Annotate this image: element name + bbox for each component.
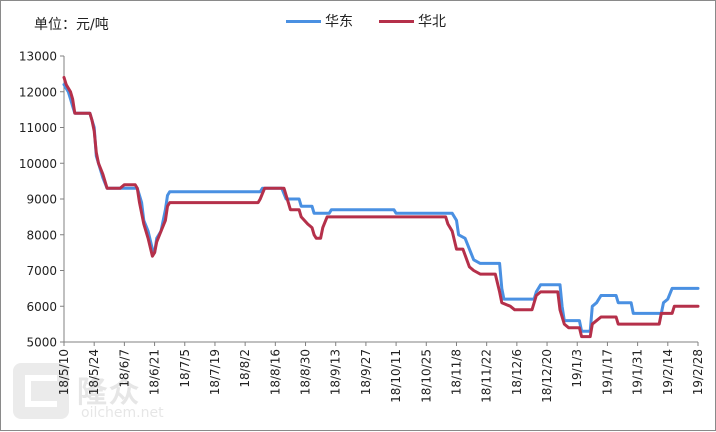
x-tick-label: 18/10/11 — [389, 349, 403, 403]
x-tick-label: 18/11/8 — [449, 349, 463, 395]
x-tick-label: 18/9/13 — [329, 349, 343, 395]
y-tick-label: 9000 — [26, 193, 57, 207]
x-tick-label: 18/6/7 — [117, 349, 131, 388]
x-tick-label: 19/1/3 — [570, 349, 584, 388]
x-tick-label: 18/12/6 — [510, 349, 524, 395]
legend-label-huadong: 华东 — [325, 14, 353, 30]
x-tick-label: 18/9/27 — [359, 349, 373, 395]
x-tick-label: 18/6/21 — [148, 349, 162, 395]
y-tick-label: 13000 — [19, 50, 57, 64]
y-tick-label: 8000 — [26, 228, 57, 242]
legend: 华东 华北 — [286, 11, 472, 31]
x-tick-label: 19/2/28 — [691, 349, 705, 395]
legend-swatch-huabei — [379, 19, 414, 23]
x-tick-label: 19/1/31 — [631, 349, 645, 395]
legend-item-huabei: 华北 — [379, 11, 446, 31]
series-line-huadong — [62, 83, 700, 333]
x-tick-label: 18/8/16 — [268, 349, 282, 395]
x-tick-label: 18/8/2 — [238, 349, 252, 388]
watermark-url: oilchem.net — [81, 405, 164, 421]
y-tick-label: 6000 — [26, 300, 57, 314]
x-tick-label: 18/12/20 — [540, 349, 554, 403]
x-tick-label: 18/7/5 — [178, 349, 192, 388]
legend-swatch-huadong — [286, 19, 321, 23]
watermark-logo-icon — [13, 363, 69, 419]
series-line-huabei — [62, 75, 700, 339]
watermark-brand: 隆众 — [77, 375, 141, 410]
unit-label: 单位：元/吨 — [34, 17, 109, 33]
legend-item-huadong: 华东 — [286, 11, 353, 31]
x-tick-label: 18/5/24 — [87, 349, 101, 395]
x-tick-label: 18/10/25 — [419, 349, 433, 403]
y-tick-label: 5000 — [26, 336, 57, 350]
y-tick-label: 10000 — [19, 157, 57, 171]
y-tick-label: 12000 — [19, 85, 57, 99]
y-tick-label: 11000 — [19, 121, 57, 135]
watermark: 隆众 oilchem.net — [13, 363, 193, 425]
x-tick-label: 19/1/17 — [600, 349, 614, 395]
y-tick-label: 7000 — [26, 264, 57, 278]
legend-label-huabei: 华北 — [418, 14, 446, 30]
x-tick-label: 18/8/30 — [299, 349, 313, 395]
x-tick-label: 18/11/22 — [480, 349, 494, 403]
x-tick-label: 18/5/10 — [57, 349, 71, 395]
x-tick-label: 19/2/14 — [661, 349, 675, 395]
x-tick-label: 18/7/19 — [208, 349, 222, 395]
